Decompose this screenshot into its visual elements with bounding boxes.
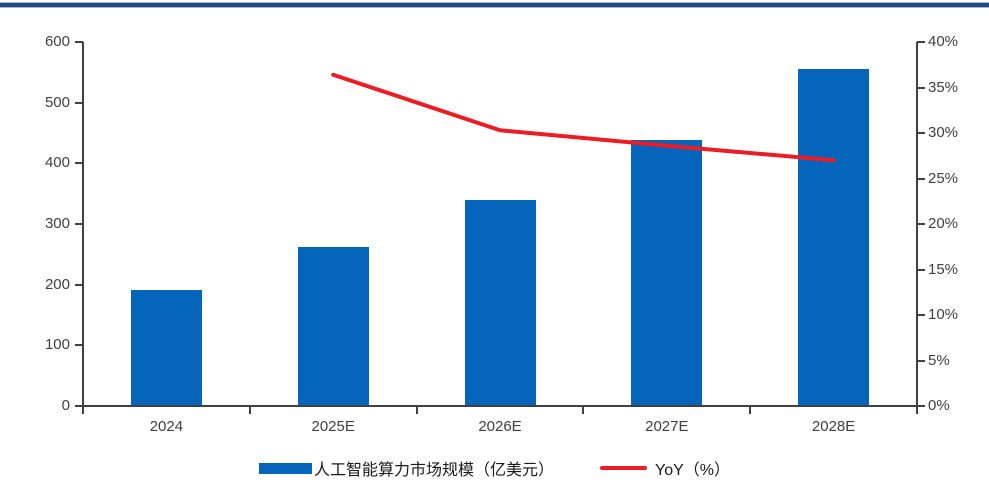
right-axis-tick-label: 40% <box>928 33 959 50</box>
axis-tick <box>75 283 83 286</box>
bar-2026E <box>464 199 536 406</box>
x-axis-category-label: 2026E <box>478 418 522 435</box>
top-border-rule <box>0 1 989 9</box>
x-axis-category-label: 2028E <box>811 418 856 435</box>
legend-bar-label: 人工智能算力市场规模（亿美元） <box>313 462 554 479</box>
x-axis-category-label: 2024 <box>149 418 184 435</box>
axis-tick <box>75 223 83 225</box>
axis-tick <box>917 86 925 89</box>
left-axis-tick-label: 200 <box>44 275 70 293</box>
right-axis-tick-label: 25% <box>928 169 959 187</box>
right-axis-tick-label: 20% <box>928 215 959 232</box>
yoy-line <box>331 72 836 163</box>
axis-tick <box>917 223 925 225</box>
legend-bar-swatch <box>258 462 312 474</box>
x-axis <box>82 405 918 407</box>
axis-tick <box>248 406 251 414</box>
bar-2028E <box>798 69 870 406</box>
legend-item-bar-series: 人工智能算力市场规模（亿美元） <box>258 456 554 480</box>
legend: 人工智能算力市场规模（亿美元） YoY（%） <box>0 456 989 480</box>
bar-2027E <box>631 140 703 406</box>
axis-tick <box>917 359 925 362</box>
left-axis-tick-label: 100 <box>44 336 70 354</box>
x-axis-category-label: 2025E <box>311 418 355 435</box>
x-axis-category-label: 2027E <box>645 418 689 435</box>
left-axis-tick-label: 600 <box>44 33 70 50</box>
axis-tick <box>75 344 83 347</box>
axis-tick <box>917 314 925 316</box>
left-y-axis <box>82 42 84 408</box>
legend-item-line-series: YoY（%） <box>600 456 730 480</box>
axis-tick <box>917 177 925 180</box>
legend-line-swatch <box>600 466 647 470</box>
left-axis-tick-label: 500 <box>44 93 70 111</box>
right-axis-tick-label: 10% <box>928 306 959 323</box>
axis-tick <box>82 406 84 414</box>
axis-tick <box>917 405 925 407</box>
left-axis-tick-label: 0 <box>61 397 70 414</box>
right-axis-tick-label: 5% <box>928 351 950 369</box>
axis-tick <box>582 406 585 414</box>
legend-line-label: YoY（%） <box>655 462 731 479</box>
left-axis-tick-label: 400 <box>44 154 70 172</box>
axis-tick <box>75 41 83 43</box>
right-axis-tick-label: 15% <box>928 260 959 278</box>
axis-tick <box>917 268 925 271</box>
axis-tick <box>415 406 418 414</box>
axis-tick <box>917 41 925 43</box>
right-axis-tick-label: 0% <box>928 397 950 414</box>
right-axis-tick-label: 30% <box>928 124 959 141</box>
axis-tick <box>917 132 925 134</box>
axis-tick <box>749 406 752 414</box>
left-axis-tick-label: 300 <box>44 215 70 232</box>
axis-tick <box>916 406 918 414</box>
axis-tick <box>75 101 83 104</box>
bar-2024 <box>130 289 202 406</box>
right-y-axis <box>916 42 918 408</box>
axis-tick <box>75 162 83 165</box>
axis-tick <box>75 405 83 407</box>
bar-2025E <box>297 247 369 406</box>
right-axis-tick-label: 35% <box>928 78 959 96</box>
